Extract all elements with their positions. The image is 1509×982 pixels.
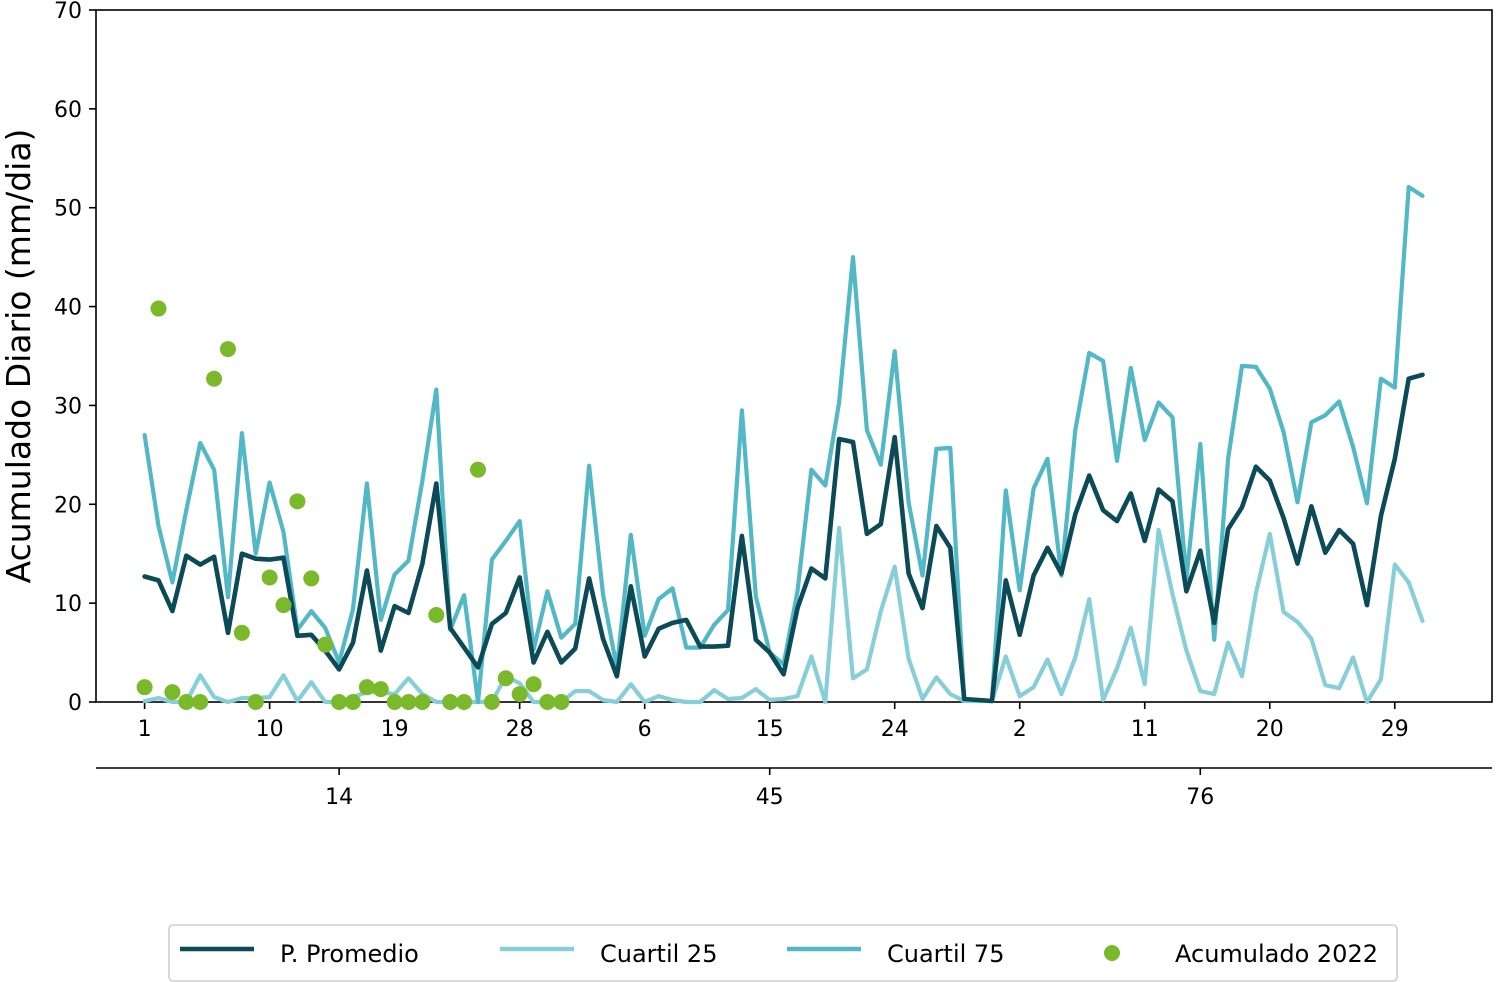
scatter-point	[525, 676, 542, 693]
scatter-point	[553, 694, 570, 710]
x-tick-label: 10	[256, 717, 284, 742]
scatter-point	[164, 684, 181, 701]
y-tick-label: 10	[54, 592, 82, 617]
scatter-point	[136, 679, 153, 696]
series-line-p-promedio	[142, 372, 1425, 704]
scatter-point	[219, 341, 236, 358]
legend-entry: Acumulado 2022	[1104, 940, 1378, 968]
scatter-point	[192, 694, 209, 710]
scatter-point	[442, 694, 459, 710]
legend-swatch	[1104, 945, 1120, 961]
secondary-x-tick-label: 45	[756, 785, 784, 810]
scatter-point	[469, 461, 486, 478]
secondary-x-tick-label: 76	[1186, 785, 1214, 810]
legend-entry: P. Promedio	[180, 940, 419, 968]
scatter-point	[428, 607, 445, 624]
x-tick-label: 15	[756, 717, 784, 742]
scatter-point	[386, 694, 403, 710]
series-line-cuartil-75	[142, 184, 1425, 705]
x-axis-secondary: 14 45 76	[96, 767, 1492, 810]
x-tick-label: 20	[1256, 717, 1284, 742]
scatter-point	[372, 681, 389, 698]
y-tick-label: 30	[54, 394, 82, 419]
x-tick-label: 11	[1131, 717, 1159, 742]
x-tick-label: 2	[1013, 717, 1027, 742]
scatter-point	[456, 694, 473, 710]
y-tick-label: 0	[68, 691, 82, 716]
legend-entry: Cuartil 25	[500, 940, 717, 968]
plot-frame	[95, 9, 1493, 703]
scatter-point	[206, 370, 223, 387]
scatter-point	[317, 636, 334, 653]
x-tick-label: 28	[506, 717, 534, 742]
scatter-point	[178, 694, 195, 710]
scatter-point	[497, 670, 514, 687]
y-axis-title: Acumulado Diario (mm/dia)	[0, 129, 38, 584]
series-line-cuartil-25	[142, 525, 1425, 705]
y-tick-label: 70	[54, 0, 82, 24]
legend-entry: Cuartil 75	[787, 940, 1004, 968]
scatter-point	[150, 300, 167, 317]
scatter-point	[400, 694, 417, 710]
y-axis: 0 10 20 30 40 50 60 70	[54, 0, 96, 716]
series-layer	[136, 184, 1425, 710]
scatter-point	[247, 694, 264, 710]
x-tick-label: 6	[638, 717, 652, 742]
y-tick-label: 20	[54, 493, 82, 518]
scatter-point	[511, 686, 528, 703]
secondary-x-tick-label: 14	[325, 785, 353, 810]
scatter-point	[539, 694, 556, 710]
legend-label: P. Promedio	[280, 940, 419, 968]
x-tick-label: 24	[881, 717, 909, 742]
x-tick-label: 19	[381, 717, 409, 742]
scatter-point	[303, 570, 320, 587]
x-axis-primary: 1 10 19 28 6 15 24 2 11 20 29	[138, 702, 1409, 742]
plot-area	[95, 9, 1493, 703]
scatter-point	[414, 694, 431, 710]
x-tick-label: 1	[138, 717, 152, 742]
scatter-point	[358, 679, 375, 696]
x-tick-label: 29	[1381, 717, 1409, 742]
legend-label: Cuartil 25	[600, 940, 717, 968]
legend: P. Promedio Cuartil 25 Cuartil 75 Acumulado…	[168, 924, 1398, 982]
y-tick-label: 50	[54, 197, 82, 222]
scatter-point	[483, 694, 500, 710]
scatter-point	[275, 597, 292, 614]
scatter-point	[344, 694, 361, 710]
legend-label: Cuartil 75	[887, 940, 1004, 968]
legend-label: Acumulado 2022	[1175, 940, 1378, 968]
scatter-point	[289, 493, 306, 510]
y-tick-label: 60	[54, 98, 82, 123]
legend-box	[168, 924, 1398, 982]
scatter-point	[261, 569, 278, 586]
scatter-point	[331, 694, 348, 710]
scatter-point	[233, 624, 250, 641]
y-tick-label: 40	[54, 296, 82, 321]
